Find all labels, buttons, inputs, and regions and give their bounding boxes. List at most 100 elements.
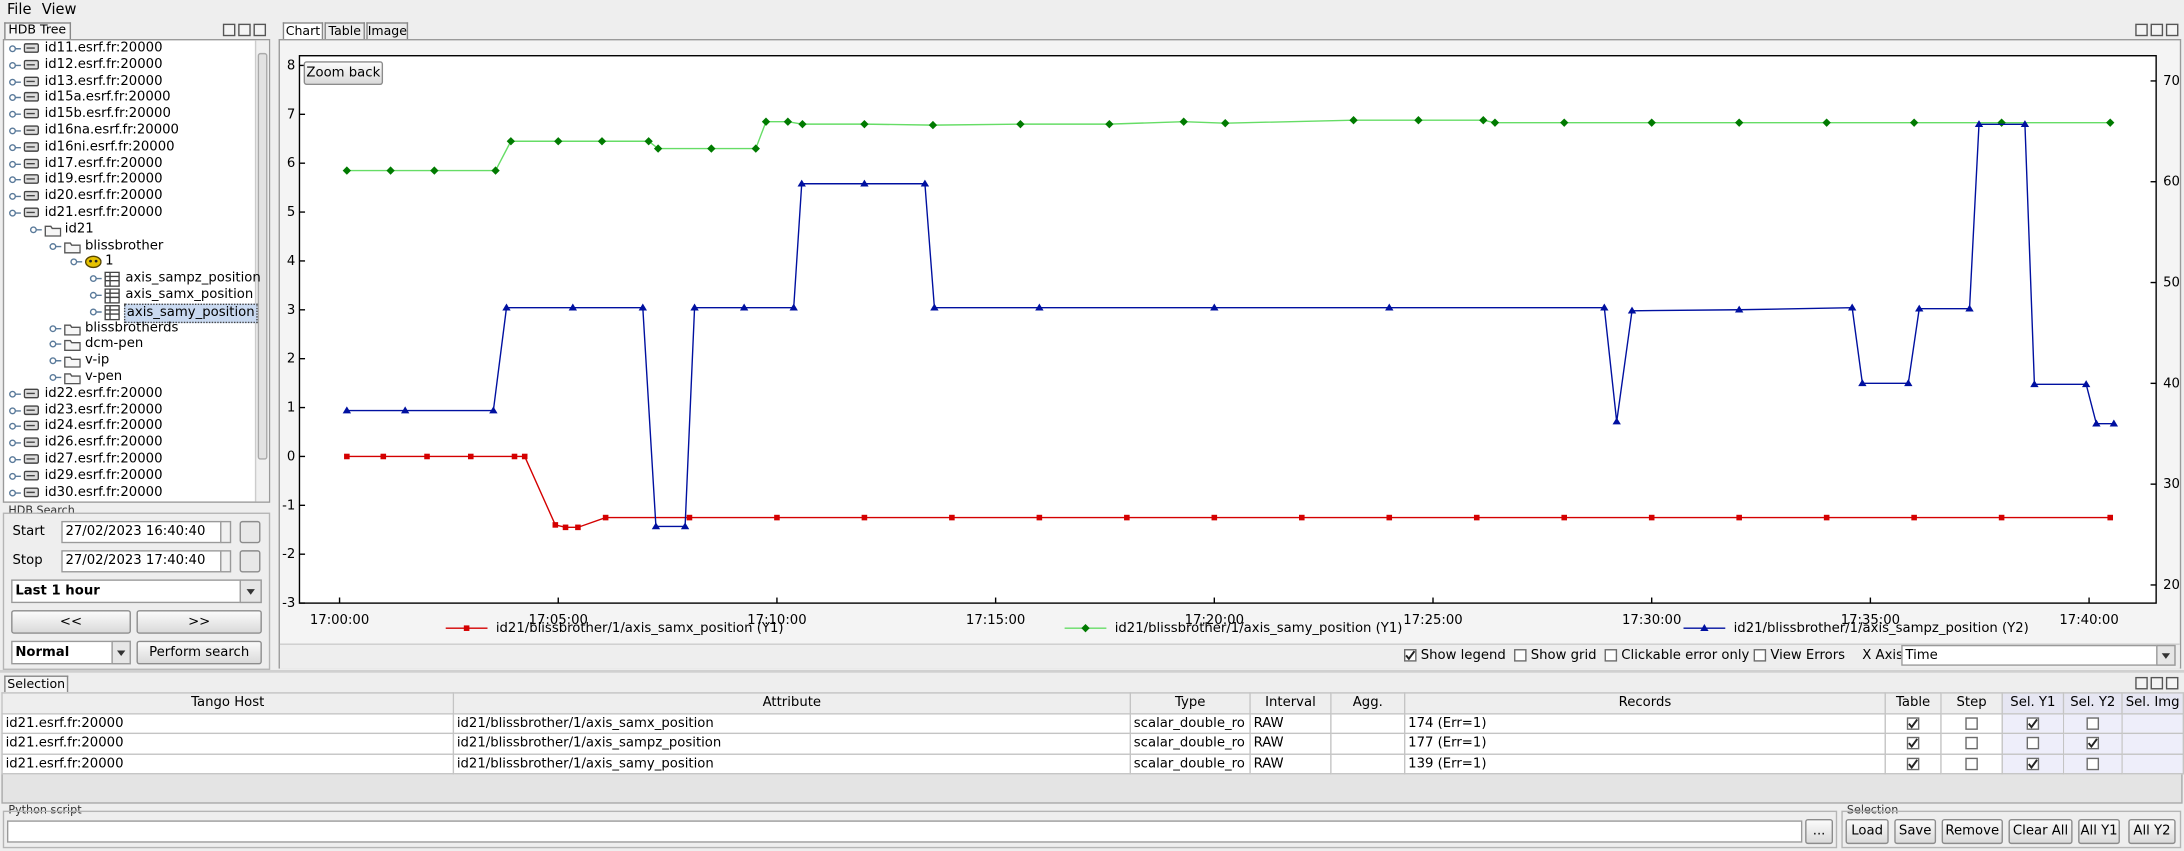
checkbox[interactable] [2025,757,2039,770]
tree-handle[interactable] [8,175,22,186]
tree-item[interactable]: id13.esrf.fr:20000 [44,73,163,89]
panel-tab[interactable]: Selection [4,675,69,693]
checkbox[interactable] [2025,716,2039,730]
zoom-button[interactable]: Zoom back [303,61,384,85]
tree-handle[interactable] [49,355,63,366]
date-input[interactable]: 27/02/2023 16:40:40 [61,520,222,544]
checkbox[interactable] [2085,716,2099,730]
menu-item[interactable]: View [41,1,77,19]
checkbox[interactable] [1403,649,1417,662]
tree-item[interactable]: 1 [105,254,114,270]
button[interactable]: All Y1 [2078,818,2120,845]
tree-item[interactable]: id15b.esrf.fr:20000 [44,106,171,122]
tree-item[interactable]: dcm-pen [84,336,144,352]
option-label[interactable]: Clickable error only [1621,647,1750,663]
calendar-button[interactable] [239,550,261,573]
column-header[interactable]: Tango Host [1,692,455,714]
tree-handle[interactable] [8,191,22,202]
tree-handle[interactable] [8,454,22,465]
checkbox[interactable] [1604,649,1618,662]
window-close[interactable] [2165,676,2179,690]
tree-item[interactable]: v-ip [84,352,110,368]
combo-arrow[interactable] [239,579,262,604]
window-max[interactable] [238,23,251,37]
checkbox[interactable] [1964,716,1978,730]
tree-handle[interactable] [49,339,63,350]
column-header[interactable]: Sel. Y1 [2001,692,2065,714]
spinner[interactable] [220,550,232,573]
table-row[interactable]: id21.esrf.fr:20000 id21/blissbrother/1/ax… [1,732,2184,755]
tree-handle[interactable] [49,240,63,251]
tree-item[interactable]: id11.esrf.fr:20000 [44,40,163,56]
tree-handle[interactable] [49,372,63,383]
column-header[interactable]: Step [1940,692,2003,714]
window-min[interactable] [222,23,236,37]
checkbox[interactable] [2025,736,2039,750]
mode-combo[interactable]: Normal [11,640,131,665]
date-input[interactable]: 27/02/2023 17:40:40 [61,550,222,573]
x-axis-combo[interactable]: Time [1901,644,2176,666]
tree-item[interactable]: id24.esrf.fr:20000 [44,418,163,434]
table-row[interactable]: id21.esrf.fr:20000 id21/blissbrother/1/ax… [1,752,2184,775]
checkbox[interactable] [1906,736,1919,750]
tree-item[interactable]: id22.esrf.fr:20000 [44,385,163,401]
tree-item[interactable]: id29.esrf.fr:20000 [44,467,163,484]
tree-handle[interactable] [8,388,22,399]
checkbox[interactable] [1906,716,1919,730]
tree-item[interactable]: id19.esrf.fr:20000 [44,171,163,188]
tree-item[interactable]: axis_samx_position [125,286,254,303]
button[interactable]: << [11,610,131,634]
tree-handle[interactable] [89,306,103,317]
button[interactable]: All Y2 [2128,818,2176,845]
tree-item[interactable]: id12.esrf.fr:20000 [44,56,163,73]
column-header[interactable]: Records [1403,692,1886,714]
tab[interactable]: Image [366,22,409,39]
tree-handle[interactable] [8,92,22,103]
checkbox[interactable] [2085,757,2099,770]
tree-handle[interactable] [8,471,22,482]
window-min[interactable] [2135,676,2148,690]
button[interactable]: Perform search [136,640,262,665]
column-header[interactable]: Attribute [452,692,1131,714]
column-header[interactable]: Sel. Img [2121,692,2184,714]
window-max[interactable] [2150,23,2164,37]
tree-item[interactable]: id15a.esrf.fr:20000 [44,89,171,106]
tree-handle[interactable] [69,257,83,268]
script-input[interactable] [6,820,1803,843]
window-min[interactable] [2135,23,2148,37]
button[interactable]: Save [1894,818,1937,845]
tree-handle[interactable] [8,60,22,71]
tree-item[interactable]: id30.esrf.fr:20000 [44,484,163,500]
tree-handle[interactable] [8,438,22,449]
tab[interactable]: Table [324,22,365,39]
tree-item[interactable]: blissbrotherds [84,319,179,336]
tree-item[interactable]: id23.esrf.fr:20000 [44,401,163,418]
tree-item[interactable]: id16na.esrf.fr:20000 [44,122,179,138]
window-close[interactable] [253,23,267,37]
tree-item[interactable]: axis_samy_position [123,303,258,323]
tree-item[interactable]: id17.esrf.fr:20000 [44,155,163,171]
tree-handle[interactable] [8,109,22,120]
option-label[interactable]: Show legend [1420,647,1506,663]
tree-item[interactable]: axis_sampz_position [125,270,261,286]
tree-item[interactable]: id21.esrf.fr:20000 [44,204,163,221]
tree-item[interactable]: v-pen [84,369,123,385]
checkbox[interactable] [2085,736,2099,750]
checkbox[interactable] [1514,649,1527,662]
tree-handle[interactable] [8,208,22,219]
button[interactable]: Clear All [2008,818,2073,845]
button[interactable]: Remove [1941,818,2003,845]
column-header[interactable]: Sel. Y2 [2062,692,2123,714]
combo-arrow[interactable] [2156,644,2176,666]
tree-handle[interactable] [8,43,22,54]
checkbox[interactable] [1964,757,1978,770]
tree-item[interactable]: id20.esrf.fr:20000 [44,188,163,204]
checkbox[interactable] [1753,649,1767,662]
spinner[interactable] [220,520,232,544]
tree-handle[interactable] [8,158,22,169]
column-header[interactable]: Interval [1249,692,1332,714]
tree-item[interactable]: id26.esrf.fr:20000 [44,434,163,451]
option-label[interactable]: View Errors [1770,647,1846,663]
browse-button[interactable]: ... [1805,818,1833,845]
tree-handle[interactable] [8,125,22,136]
